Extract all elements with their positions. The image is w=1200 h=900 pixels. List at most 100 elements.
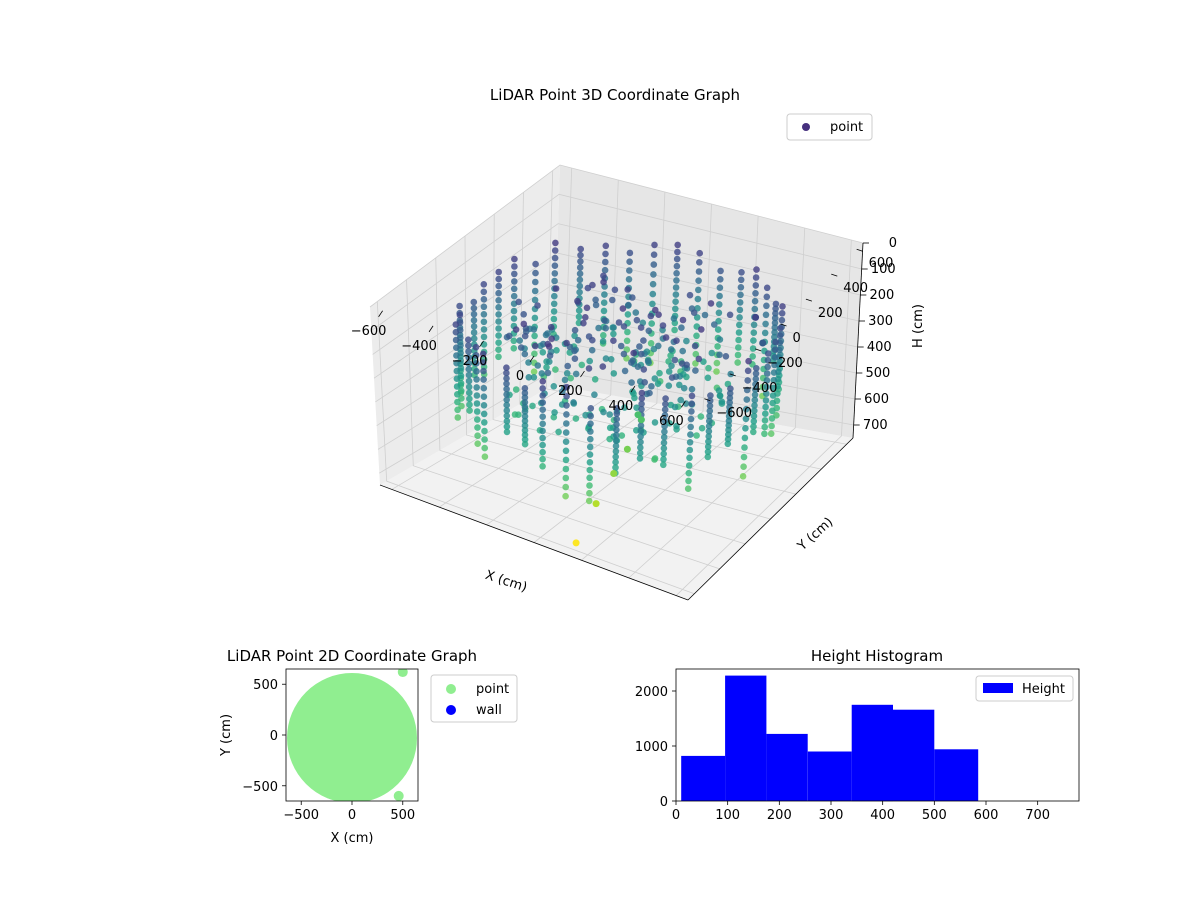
- point-3d: [673, 255, 681, 263]
- point-3d: [752, 386, 759, 393]
- point-3d: [503, 385, 510, 393]
- histogram-bars: [681, 675, 979, 802]
- point-3d: [465, 354, 472, 361]
- point-3d: [682, 400, 690, 407]
- histogram-x-tick-label: 600: [974, 808, 999, 823]
- point-3d: [582, 314, 589, 321]
- point-3d: [768, 422, 775, 430]
- chart-2d-title: LiDAR Point 2D Coordinate Graph: [227, 647, 477, 665]
- point-3d: [521, 417, 529, 425]
- point-3d: [551, 247, 559, 254]
- point-3d: [587, 412, 594, 420]
- x-tick-label-3d: 400: [609, 399, 634, 414]
- outlier-point: [623, 445, 631, 453]
- point-3d: [466, 407, 473, 414]
- point-3d: [673, 422, 680, 430]
- y-tick-label-3d: −600: [716, 406, 752, 421]
- point-3d: [698, 326, 705, 333]
- point-3d: [601, 266, 609, 274]
- z-tick-label-3d: 0: [889, 236, 897, 251]
- point-3d: [466, 401, 473, 409]
- point-3d: [624, 328, 631, 336]
- point-cloud-2d: [287, 673, 417, 801]
- z-tick-label-3d: 200: [870, 288, 895, 303]
- point-3d: [510, 315, 518, 322]
- point-3d: [638, 395, 646, 402]
- point-3d: [503, 380, 510, 388]
- point-3d: [739, 473, 747, 480]
- z-tick-label-3d: 100: [871, 262, 896, 277]
- point-3d: [553, 347, 560, 354]
- x-tick-label-2d: 500: [390, 808, 415, 823]
- z-axis-label-3d: H (cm): [911, 304, 926, 348]
- point-3d: [646, 389, 653, 397]
- point-3d: [763, 383, 770, 391]
- point-3d: [472, 352, 480, 359]
- outlier-point: [592, 500, 600, 508]
- point-3d: [453, 352, 460, 359]
- point-3d: [539, 448, 546, 456]
- chart-3d-title: LiDAR Point 3D Coordinate Graph: [490, 86, 740, 104]
- point-3d: [637, 324, 645, 331]
- point-3d: [772, 305, 779, 313]
- point-3d: [521, 389, 529, 397]
- point-3d: [685, 462, 693, 469]
- chart-2d-y-label: Y (cm): [219, 714, 234, 757]
- point-3d: [762, 311, 770, 319]
- point-3d: [539, 463, 546, 470]
- point-3d: [764, 363, 771, 371]
- point-3d: [640, 337, 647, 344]
- point-3d: [707, 392, 714, 399]
- z-axis-line: [852, 242, 864, 439]
- point-3d: [563, 420, 570, 427]
- point-3d: [531, 342, 539, 350]
- point-3d: [465, 360, 473, 367]
- point-3d: [480, 333, 488, 341]
- x-tick-label-3d: 0: [516, 369, 524, 384]
- legend-histogram-frame: [975, 675, 1074, 702]
- point-3d: [510, 307, 518, 315]
- point-3d: [511, 255, 518, 263]
- point-3d: [538, 370, 546, 377]
- point-3d: [465, 371, 473, 379]
- point-3d: [465, 383, 473, 391]
- point-3d: [539, 385, 546, 392]
- point-3d: [612, 453, 619, 461]
- point-3d: [672, 305, 679, 313]
- point-3d: [506, 332, 513, 340]
- point-3d: [495, 318, 502, 325]
- point-3d: [551, 254, 559, 262]
- point-3d: [668, 362, 675, 370]
- point-3d: [660, 433, 668, 441]
- point-3d: [530, 326, 538, 333]
- point-3d: [705, 428, 713, 435]
- point-3d: [680, 384, 688, 392]
- point-3d: [474, 424, 481, 431]
- point-3d: [510, 345, 518, 352]
- point-3d: [673, 270, 680, 277]
- point-3d: [771, 333, 778, 341]
- point-3d: [574, 336, 582, 344]
- z-tick-label-3d: 700: [863, 418, 888, 433]
- point-3d: [454, 391, 461, 398]
- point-3d: [480, 367, 487, 375]
- point-3d: [552, 366, 559, 373]
- point-3d: [698, 424, 706, 432]
- y-tick-mark-3d: [780, 323, 787, 327]
- point-3d: [634, 363, 642, 371]
- point-3d: [567, 374, 574, 382]
- x-tick-mark-3d: [378, 310, 383, 317]
- y-tick-label-3d: 600: [869, 256, 894, 271]
- point-3d: [692, 360, 699, 367]
- point-3d: [717, 276, 724, 283]
- point-3d: [762, 403, 769, 411]
- point-3d: [510, 292, 518, 300]
- y-tick-label-2d: 500: [253, 678, 278, 693]
- point-3d: [587, 420, 594, 428]
- point-3d: [456, 302, 463, 310]
- point-3d: [456, 311, 464, 319]
- point-3d: [611, 286, 619, 294]
- point-3d: [572, 370, 580, 378]
- grid-line-h: [371, 193, 862, 332]
- point-3d: [472, 343, 480, 351]
